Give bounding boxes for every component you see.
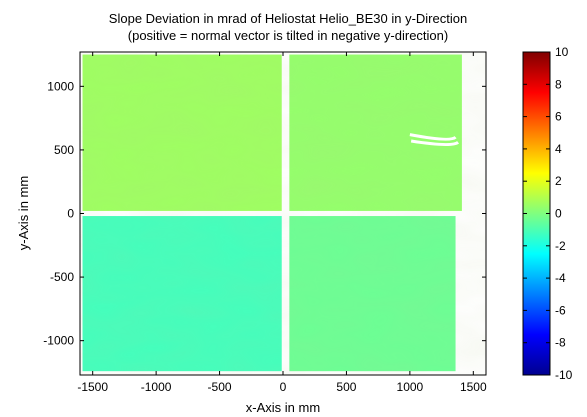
x-axis-label: x-Axis in mm [246, 400, 320, 415]
chart-title: Slope Deviation in mrad of Heliostat Hel… [109, 11, 467, 26]
y-tick-label: -1000 [43, 334, 74, 348]
x-tick-label: -500 [208, 380, 232, 394]
x-axis: -1500 -1000 -500 0 500 1000 1500 [77, 52, 487, 394]
x-tick-label: -1500 [77, 380, 108, 394]
facet-lower-right [289, 216, 456, 372]
x-tick-label: -1000 [141, 380, 172, 394]
x-tick-label: 1000 [397, 380, 424, 394]
chart-subtitle: (positive = normal vector is tilted in n… [128, 28, 448, 43]
y-tick-label: 1000 [47, 79, 74, 93]
colorbar-tick-label: 8 [555, 77, 562, 91]
y-tick-label: -500 [50, 270, 74, 284]
y-tick-label: 500 [54, 143, 74, 157]
colorbar-tick-label: 10 [555, 45, 569, 59]
colorbar-tick-label: -6 [555, 303, 566, 317]
colorbar-tick-label: -2 [555, 239, 566, 253]
x-tick-label: 0 [280, 380, 287, 394]
colorbar-tick-label: -4 [555, 271, 566, 285]
y-axis: -1000 -500 0 500 1000 [43, 79, 486, 348]
colorbar-tick-label: 6 [555, 110, 562, 124]
x-tick-label: 500 [336, 380, 356, 394]
colorbar-tick-label: 2 [555, 174, 562, 188]
colorbar-tick-label: -10 [555, 368, 573, 382]
colorbar [522, 51, 551, 376]
y-axis-label: y-Axis in mm [16, 176, 31, 250]
x-tick-label: 1500 [460, 380, 487, 394]
facet-upper-left [82, 54, 282, 211]
facet-lower-left [82, 216, 282, 372]
colorbar-ticks: -10 -8 -6 -4 -2 0 2 4 6 8 10 [523, 45, 573, 382]
y-tick-label: 0 [67, 207, 74, 221]
facet-upper-right [289, 54, 462, 211]
surface-defect-1 [410, 139, 460, 147]
colorbar-tick-label: -8 [555, 336, 566, 350]
surface-defect-0 [409, 133, 457, 141]
colorbar-tick-label: 0 [555, 207, 562, 221]
gaps-layer [409, 133, 460, 147]
colorbar-tick-label: 4 [555, 142, 562, 156]
